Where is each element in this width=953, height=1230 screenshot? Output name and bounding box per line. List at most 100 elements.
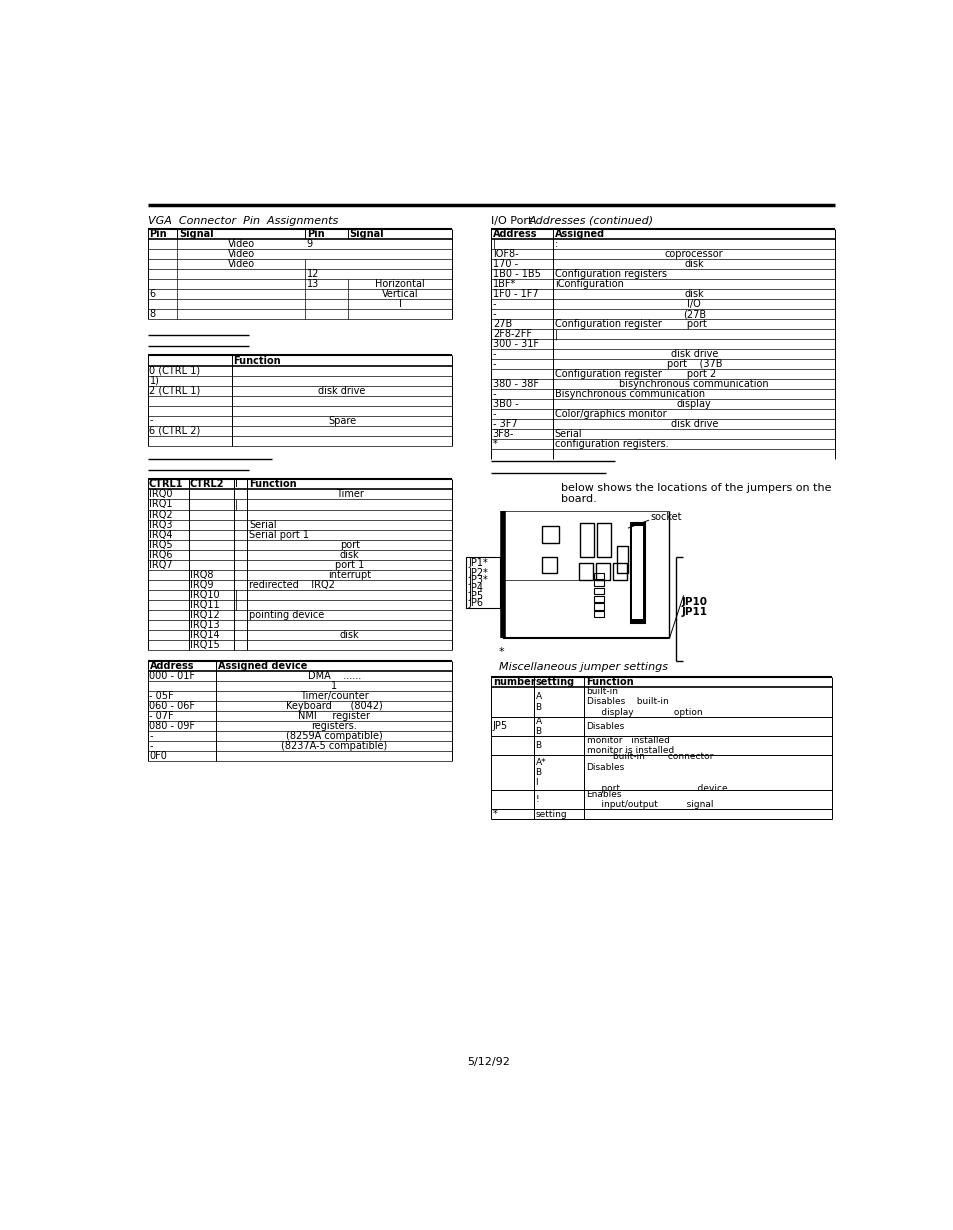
Text: -: - xyxy=(150,416,152,426)
Bar xyxy=(541,526,558,544)
Text: setting: setting xyxy=(535,676,574,688)
Text: 0F0: 0F0 xyxy=(150,752,167,761)
Text: |: | xyxy=(234,589,237,600)
Text: 1B0 - 1B5: 1B0 - 1B5 xyxy=(493,269,540,279)
Text: IRQ11: IRQ11 xyxy=(190,599,219,610)
Text: -: - xyxy=(493,309,496,320)
Text: IRQ5: IRQ5 xyxy=(149,540,172,550)
Text: 6: 6 xyxy=(150,289,155,299)
Text: Video: Video xyxy=(228,260,254,269)
Text: VGA  Connector  Pin  Assignments: VGA Connector Pin Assignments xyxy=(148,215,337,226)
Text: IRQ4: IRQ4 xyxy=(149,530,172,540)
Text: Signal: Signal xyxy=(179,229,213,239)
Bar xyxy=(541,557,557,573)
Text: !: ! xyxy=(535,795,538,804)
Text: 000 - 01F: 000 - 01F xyxy=(150,672,195,681)
Text: -: - xyxy=(150,742,152,752)
Text: Signal: Signal xyxy=(349,229,384,239)
Text: IRQ8: IRQ8 xyxy=(190,569,213,579)
Text: -: - xyxy=(493,390,496,400)
Text: |: | xyxy=(234,499,237,509)
Bar xyxy=(466,557,499,608)
Text: disk: disk xyxy=(339,550,359,560)
Text: -: - xyxy=(150,732,152,742)
Text: JP1*: JP1* xyxy=(468,558,487,568)
Text: -: - xyxy=(493,359,496,369)
Text: Bisynchronous communication: Bisynchronous communication xyxy=(555,390,704,400)
Text: number: number xyxy=(493,676,535,688)
Text: B: B xyxy=(535,740,541,750)
Text: Function: Function xyxy=(233,355,280,365)
Text: 060 - 06F: 060 - 06F xyxy=(150,701,195,711)
Text: (8259A compatible): (8259A compatible) xyxy=(286,732,382,742)
Text: I: I xyxy=(398,299,401,309)
Text: Video: Video xyxy=(228,239,254,250)
Bar xyxy=(594,604,603,610)
Text: interrupt: interrupt xyxy=(328,569,371,579)
Text: redirected    IRQ2: redirected IRQ2 xyxy=(249,579,335,589)
Text: setting: setting xyxy=(535,809,566,818)
Text: Disables: Disables xyxy=(586,722,624,731)
Text: 1: 1 xyxy=(331,681,337,691)
Text: IRQ10: IRQ10 xyxy=(190,589,219,599)
Text: JP11: JP11 xyxy=(680,606,706,617)
Text: below shows the locations of the jumpers on the: below shows the locations of the jumpers… xyxy=(560,483,831,493)
Text: Color/graphics monitor: Color/graphics monitor xyxy=(555,410,666,419)
Text: 8: 8 xyxy=(150,309,155,320)
Text: (27B: (27B xyxy=(682,309,705,320)
Text: pointing device: pointing device xyxy=(249,610,324,620)
Text: Serial: Serial xyxy=(249,519,276,529)
Text: Horizontal: Horizontal xyxy=(375,279,425,289)
Text: Keyboard      (8042): Keyboard (8042) xyxy=(286,701,382,711)
Text: 380 - 38F: 380 - 38F xyxy=(493,379,538,390)
Text: 13: 13 xyxy=(307,279,318,289)
Text: 5/12/92: 5/12/92 xyxy=(467,1058,510,1068)
Text: monitor   installed
monitor is installed: monitor installed monitor is installed xyxy=(586,736,673,755)
Text: disk: disk xyxy=(339,630,359,640)
Text: |: | xyxy=(493,239,496,250)
Text: bisynchronous communication: bisynchronous communication xyxy=(618,379,768,390)
Text: 1F0 - 1F7: 1F0 - 1F7 xyxy=(493,289,537,299)
Bar xyxy=(594,581,603,587)
Text: IRQ0: IRQ0 xyxy=(149,490,172,499)
Text: 080 - 09F: 080 - 09F xyxy=(150,721,195,732)
Text: Serial: Serial xyxy=(555,429,582,439)
Text: Configuration register        port 2: Configuration register port 2 xyxy=(555,369,716,379)
Bar xyxy=(617,546,627,573)
Text: 2 (CTRL 1): 2 (CTRL 1) xyxy=(150,385,200,396)
Text: disk drive: disk drive xyxy=(670,419,718,429)
Bar xyxy=(594,573,603,579)
Text: socket: socket xyxy=(649,512,680,523)
Text: built-in
Disables    built-in
     display              option: built-in Disables built-in display optio… xyxy=(586,688,701,717)
Text: iConfiguration: iConfiguration xyxy=(555,279,623,289)
Text: Spare: Spare xyxy=(328,416,355,426)
Text: 3B0 -: 3B0 - xyxy=(493,400,517,410)
Text: IRQ6: IRQ6 xyxy=(149,550,172,560)
Text: Address: Address xyxy=(493,229,537,239)
Text: IRQ3: IRQ3 xyxy=(149,519,172,529)
Text: IRQ14: IRQ14 xyxy=(190,630,219,640)
Bar xyxy=(612,563,626,581)
Text: DMA    ......: DMA ...... xyxy=(308,672,360,681)
Text: Video: Video xyxy=(228,250,254,260)
Bar xyxy=(594,611,603,617)
Text: built-in        connector
Disables

     port                           device: built-in connector Disables port device xyxy=(586,753,726,792)
Text: A
B: A B xyxy=(535,692,541,712)
Text: IRQ15: IRQ15 xyxy=(190,640,219,649)
Text: NMI     register: NMI register xyxy=(298,711,370,721)
Text: 300 - 31F: 300 - 31F xyxy=(493,339,538,349)
Bar xyxy=(594,595,603,601)
Text: - 3F7: - 3F7 xyxy=(493,419,517,429)
Bar xyxy=(597,523,611,557)
Text: port    (37B: port (37B xyxy=(666,359,721,369)
Text: - 07F: - 07F xyxy=(150,711,173,721)
Text: Serial port 1: Serial port 1 xyxy=(249,530,309,540)
Text: -: - xyxy=(493,349,496,359)
Text: lOF8-: lOF8- xyxy=(493,250,517,260)
Text: Assigned device: Assigned device xyxy=(217,662,307,672)
Text: -: - xyxy=(493,410,496,419)
Bar xyxy=(594,588,603,594)
Text: 12: 12 xyxy=(307,269,319,279)
Text: I: I xyxy=(234,480,237,490)
Text: I/O Port: I/O Port xyxy=(491,215,539,226)
